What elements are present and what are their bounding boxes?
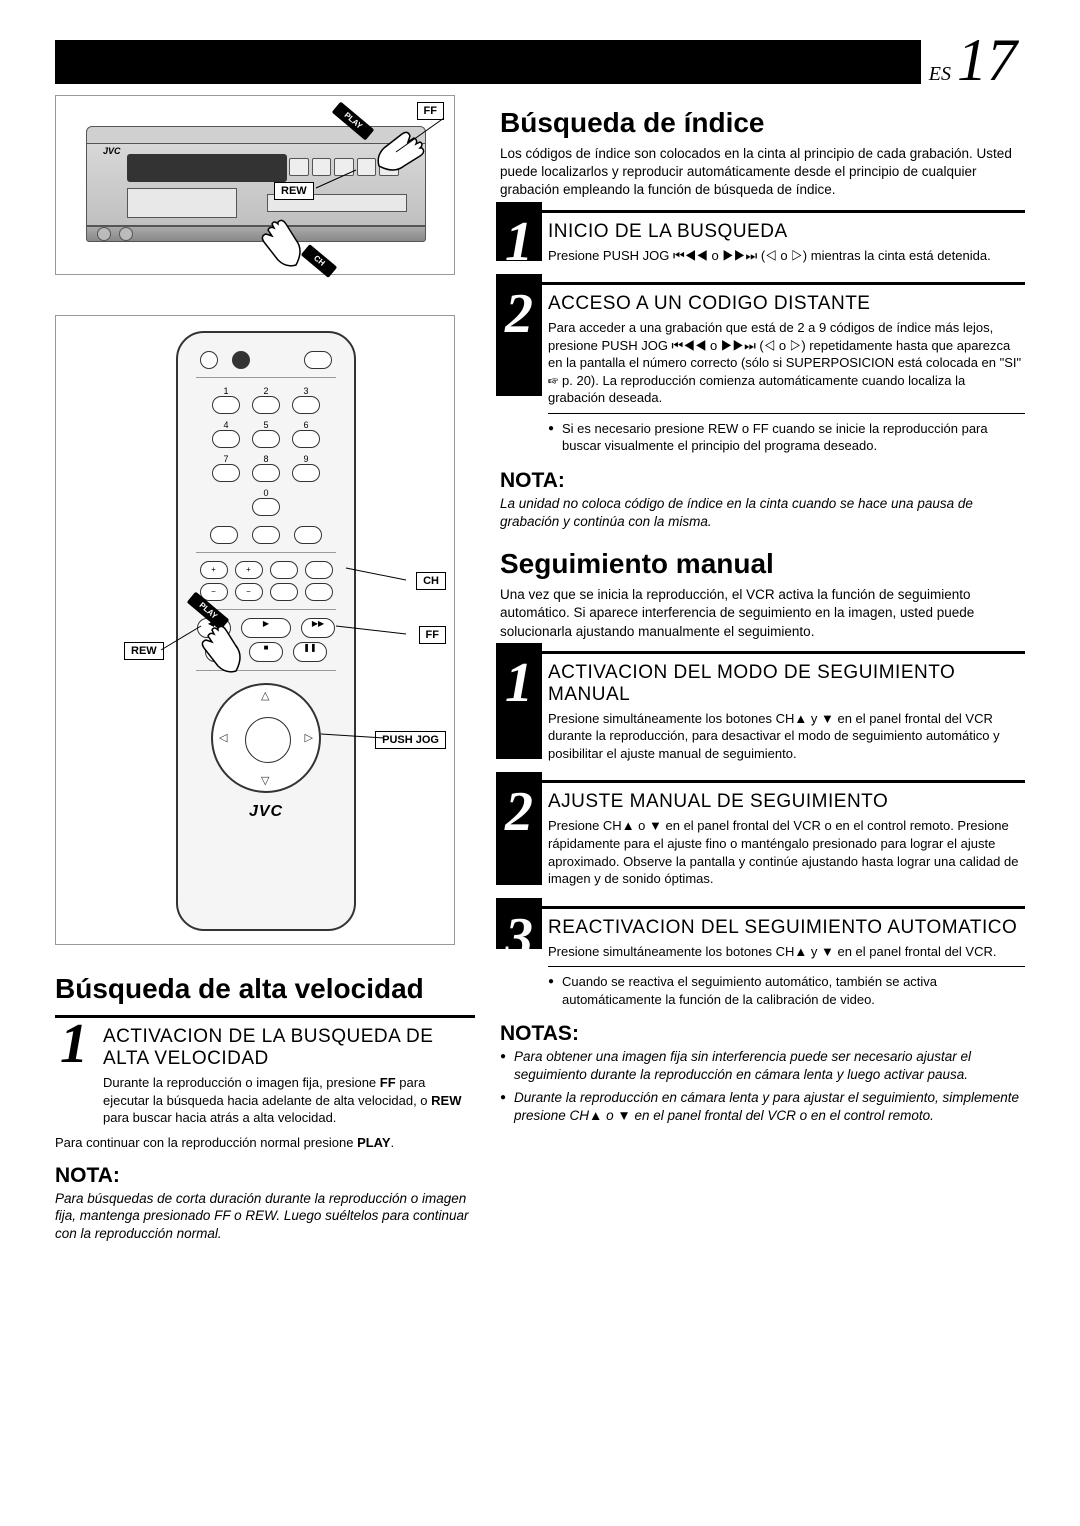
page-prefix: ES (929, 63, 951, 86)
step-body: Para acceder a una grabación que está de… (548, 319, 1025, 407)
step-number: 2 (496, 772, 542, 884)
nota-bullet: Durante la reproducción en cámara lenta … (500, 1089, 1025, 1125)
step-title: INICIO DE LA BUSQUEDA (548, 221, 1025, 243)
step-number: 3 (496, 898, 542, 950)
step-1-tracking: 1 ACTIVACION DEL MODO DE SEGUIMIENTO MAN… (500, 651, 1025, 771)
step-1-left: 1 ACTIVACION DE LA BUSQUEDA DE ALTA VELO… (55, 1015, 475, 1127)
bullet-text: Si es necesario presione REW o FF cuando… (548, 420, 1025, 455)
heading-high-speed: Búsqueda de alta velocidad (55, 973, 475, 1005)
intro-text: Una vez que se inicia la reproducción, e… (500, 586, 1025, 641)
step-body: Presione CH▲ o ▼ en el panel frontal del… (548, 817, 1025, 887)
step-body: Presione simultáneamente los botones CH▲… (548, 943, 1025, 961)
step-body: Durante la reproducción o imagen fija, p… (103, 1074, 475, 1127)
header-bar (55, 40, 1025, 84)
rew-label: REW (124, 642, 164, 660)
step-title: ACCESO A UN CODIGO DISTANTE (548, 293, 1025, 315)
bullet-text: Cuando se reactiva el seguimiento automá… (548, 973, 1025, 1008)
page-num: 17 (957, 26, 1017, 95)
step-title: ACTIVACION DE LA BUSQUEDA DE ALTA VELOCI… (103, 1026, 475, 1070)
step-number: 1 (496, 643, 542, 760)
nota-heading: NOTA: (500, 469, 1025, 493)
step-2-tracking: 2 AJUSTE MANUAL DE SEGUIMIENTO Presione … (500, 780, 1025, 895)
vcr-illustration: JVC FF REW PLAY CH (55, 95, 455, 275)
step-body: Presione simultáneamente los botones CH▲… (548, 710, 1025, 763)
step-title: AJUSTE MANUAL DE SEGUIMIENTO (548, 791, 1025, 813)
step-body: Presione PUSH JOG ⏮◀◀ o ▶▶⏭ (◁ o ▷) mien… (548, 247, 1025, 265)
step-title: REACTIVACION DEL SEGUIMIENTO AUTOMATICO (548, 917, 1025, 939)
step-title: ACTIVACION DEL MODO DE SEGUIMIENTO MANUA… (548, 662, 1025, 706)
remote-illustration: 1 2 3 4 5 6 7 8 9 0 ++ −− (55, 315, 455, 945)
step-2-index: 2 ACCESO A UN CODIGO DISTANTE Para acced… (500, 282, 1025, 407)
continue-text: Para continuar con la reproducción norma… (55, 1135, 475, 1150)
heading-manual-tracking: Seguimiento manual (500, 548, 1025, 580)
step-number: 1 (51, 1012, 97, 1121)
vcr-brand: JVC (103, 146, 121, 156)
step-number: 2 (496, 274, 542, 396)
ch-label: CH (301, 244, 338, 278)
step-number: 1 (496, 202, 542, 262)
ch-label: CH (416, 572, 446, 590)
step-1-index: 1 INICIO DE LA BUSQUEDA Presione PUSH JO… (500, 210, 1025, 273)
notas-heading: NOTAS: (500, 1022, 1025, 1046)
notas-list: Para obtener una imagen fija sin interfe… (500, 1048, 1025, 1125)
remote-brand: JVC (178, 803, 354, 821)
heading-index-search: Búsqueda de índice (500, 107, 1025, 139)
page-number: ES 17 (921, 26, 1025, 95)
rew-label: REW (274, 182, 314, 200)
nota-body: Para búsquedas de corta duración durante… (55, 1190, 475, 1243)
step-3-tracking: 3 REACTIVACION DEL SEGUIMIENTO AUTOMATIC… (500, 906, 1025, 961)
nota-heading: NOTA: (55, 1164, 475, 1188)
nota-body: La unidad no coloca código de índice en … (500, 495, 1025, 530)
intro-text: Los códigos de índice son colocados en l… (500, 145, 1025, 200)
nota-bullet: Para obtener una imagen fija sin interfe… (500, 1048, 1025, 1084)
ff-label: FF (417, 102, 444, 120)
ff-label: FF (419, 626, 446, 644)
push-jog-label: PUSH JOG (375, 731, 446, 749)
